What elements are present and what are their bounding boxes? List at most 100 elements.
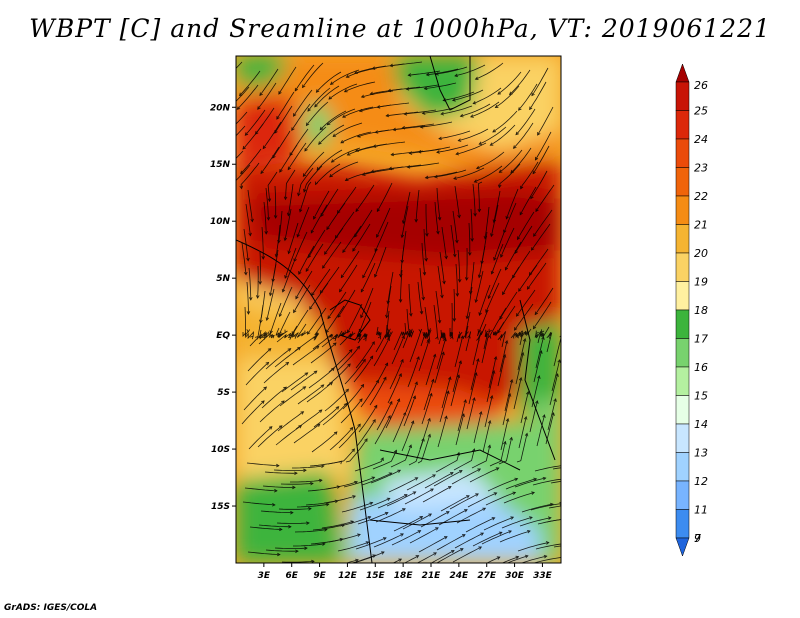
streamline [325, 481, 358, 490]
streamline-arrow [287, 166, 291, 171]
streamline-arrow [293, 258, 297, 263]
streamline-arrow [242, 145, 246, 150]
streamline-arrow [482, 507, 487, 511]
streamline [355, 341, 375, 369]
streamline-arrow [308, 254, 312, 259]
streamline-arrow [259, 92, 263, 97]
streamline [434, 201, 439, 234]
streamline-arrow [294, 87, 298, 92]
streamline-arrow [472, 397, 476, 401]
streamline-arrow [491, 517, 496, 521]
streamline [470, 101, 500, 118]
streamline [425, 204, 428, 237]
streamline-arrow [546, 334, 550, 339]
streamline [490, 204, 499, 237]
streamline [453, 448, 475, 471]
streamline-arrow [477, 468, 482, 472]
streamline-arrow [495, 467, 500, 471]
streamline-arrow [435, 527, 439, 531]
streamline [484, 206, 490, 239]
streamline [272, 130, 291, 159]
streamline [388, 86, 421, 92]
streamline-arrow [515, 131, 520, 136]
streamline [514, 477, 546, 488]
streamline [248, 267, 252, 300]
streamline-arrow [477, 329, 481, 333]
streamline-arrow [313, 215, 317, 220]
streamline-arrow [334, 235, 339, 239]
streamline [534, 331, 542, 344]
streamline-arrow [581, 567, 584, 570]
streamline [296, 503, 329, 508]
streamline [503, 202, 517, 233]
streamline [391, 334, 406, 365]
streamline-arrow [283, 196, 288, 201]
streamline [296, 323, 307, 338]
plot-frame [235, 55, 562, 564]
streamline-arrow [337, 314, 341, 318]
streamline [361, 472, 392, 486]
streamline-arrow [493, 492, 498, 496]
streamline [387, 373, 402, 404]
streamline [245, 362, 269, 386]
streamline [404, 322, 412, 336]
border-south2 [369, 519, 471, 526]
streamline [274, 547, 308, 549]
streamline-arrow [398, 558, 403, 562]
streamline [520, 161, 539, 189]
streamline [373, 141, 406, 147]
streamline-arrow [369, 91, 374, 96]
streamline-arrow [372, 418, 376, 423]
streamline [297, 206, 310, 237]
streamline-arrow [502, 291, 506, 296]
streamline-arrow [304, 330, 308, 335]
streamline-arrow [392, 127, 397, 132]
streamline [294, 64, 315, 92]
streamline-arrow [444, 536, 448, 540]
streamline [246, 281, 249, 314]
streamline-arrow [426, 337, 431, 342]
streamline [241, 242, 247, 275]
streamline-arrow [535, 208, 539, 213]
streamline [264, 564, 296, 565]
streamline [452, 360, 462, 393]
streamline-arrow [490, 270, 495, 275]
streamline [260, 146, 280, 174]
streamline-arrow [533, 233, 537, 237]
streamline-arrow [284, 275, 288, 279]
streamline-arrow [464, 277, 469, 281]
streamline-arrow [436, 230, 440, 235]
streamline [493, 229, 506, 261]
streamline [294, 529, 327, 533]
streamline [433, 470, 463, 487]
streamline [405, 381, 418, 413]
streamline-arrow [459, 548, 464, 552]
map-area [236, 56, 584, 570]
streamline-arrow [355, 208, 359, 213]
streamline [392, 412, 406, 443]
streamline-arrow [454, 73, 459, 78]
streamline-arrow [330, 159, 335, 163]
streamline [288, 222, 299, 254]
streamline-arrow [293, 113, 297, 117]
streamline [436, 338, 446, 370]
y-tick-label-15N: 15N [210, 160, 231, 170]
streamline-arrow [423, 86, 428, 91]
streamline [531, 223, 551, 251]
streamline [455, 413, 465, 446]
streamline [340, 131, 372, 144]
streamline-arrow [432, 353, 437, 358]
region-kalahari-edge [380, 470, 500, 510]
streamline-arrow [407, 73, 412, 77]
streamline [387, 271, 394, 304]
streamline [299, 181, 312, 212]
streamline-arrow [458, 360, 462, 364]
streamline-arrow [452, 318, 457, 322]
streamline-arrow [265, 361, 270, 366]
streamline [418, 146, 451, 153]
streamline-arrow [523, 415, 528, 420]
streamline [262, 121, 282, 149]
streamline [443, 91, 475, 101]
streamline [374, 246, 387, 278]
streamline-arrow [288, 524, 292, 529]
